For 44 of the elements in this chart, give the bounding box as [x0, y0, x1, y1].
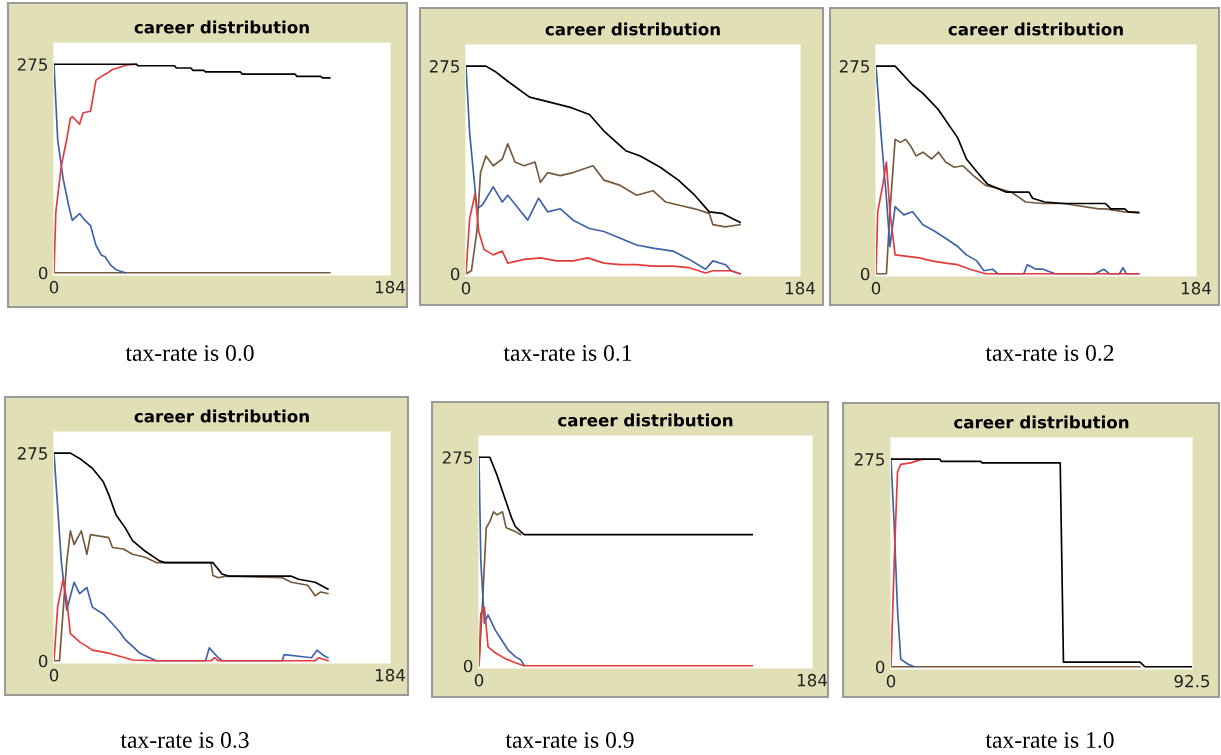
line-series [479, 456, 526, 667]
chart-title: career distribution [134, 409, 309, 423]
x-tick-label: 0 [886, 674, 896, 688]
line-series [466, 65, 741, 224]
x-tick-label: 184 [785, 281, 815, 295]
x-tick-label: 184 [1181, 281, 1211, 295]
y-tick-label: 275 [839, 60, 869, 73]
line-series [891, 458, 915, 668]
x-tick-label: 92.5 [1174, 674, 1210, 688]
y-tick-label: 0 [450, 267, 460, 281]
y-tick-label: 275 [429, 60, 459, 73]
chart-title: career distribution [558, 413, 733, 427]
y-tick-label: 0 [860, 267, 870, 281]
line-series [466, 192, 741, 275]
y-tick-label: 0 [38, 654, 48, 668]
line-series [54, 63, 331, 79]
line-series [479, 456, 754, 536]
text: tax-rate is 0.1 [503, 344, 632, 362]
chart-title: career distribution [545, 22, 720, 36]
y-tick-label: 275 [17, 58, 47, 71]
y-tick-label: 0 [38, 266, 48, 280]
x-tick-label: 184 [375, 668, 405, 682]
chart-title: career distribution [134, 20, 309, 34]
text: tax-rate is 0.0 [125, 344, 254, 362]
y-tick-label: 275 [17, 447, 47, 460]
text: tax-rate is 0.2 [985, 344, 1114, 362]
x-tick-label: 0 [49, 280, 59, 294]
y-tick-label: 275 [854, 453, 884, 466]
x-tick-label: 0 [49, 668, 59, 682]
line-series [54, 452, 329, 590]
chart-title: career distribution [948, 22, 1123, 36]
x-tick-label: 0 [474, 673, 484, 687]
chart-title: career distribution [954, 415, 1129, 429]
x-tick-label: 184 [375, 280, 405, 294]
text: tax-rate is 0.9 [505, 731, 634, 749]
line-series [876, 65, 1140, 214]
x-tick-label: 184 [797, 673, 827, 687]
line-series [54, 578, 329, 662]
y-tick-label: 275 [442, 451, 472, 464]
line-series [466, 143, 741, 275]
text: tax-rate is 0.3 [120, 731, 249, 749]
text: tax-rate is 1.0 [985, 731, 1114, 749]
line-series [876, 161, 1140, 275]
line-series [479, 606, 754, 667]
